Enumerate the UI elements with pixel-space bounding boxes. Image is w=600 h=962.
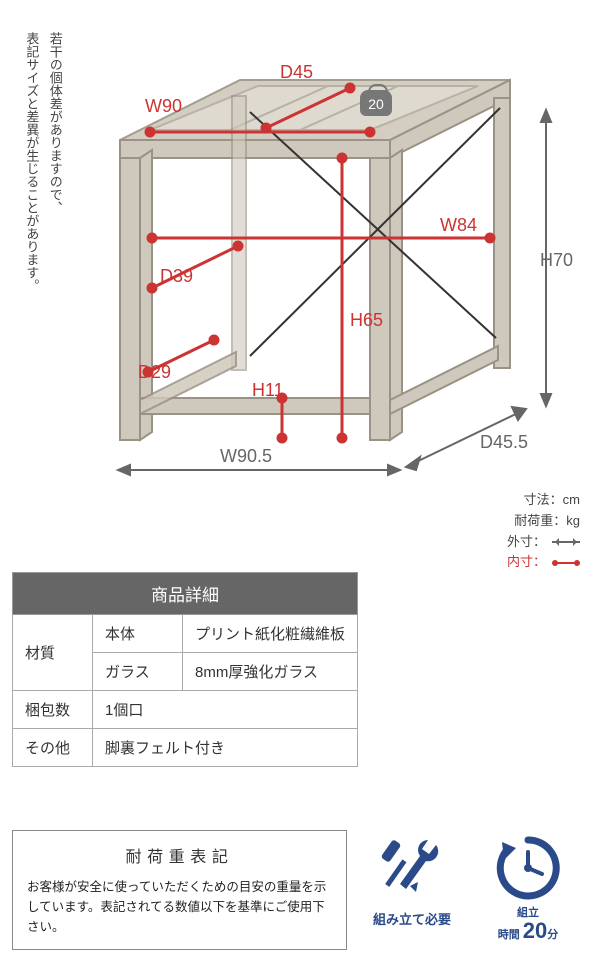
- assembly-time: 組立時間 20分: [474, 832, 582, 943]
- assembly-time-label: 組立時間 20分: [474, 907, 582, 943]
- load-spec-text: お客様が安全に使っていただくための目安の重量を示しています。表記されてる数値以下…: [27, 877, 332, 937]
- legend-outer-label: 外寸：: [507, 532, 546, 553]
- dim-d39: D39: [160, 266, 193, 287]
- dim-d45: D45: [280, 62, 313, 83]
- dim-d29: D29: [138, 362, 171, 383]
- detail-header: 商品詳細: [13, 573, 358, 615]
- body-value: プリント紙化粧繊維板: [183, 615, 358, 653]
- product-detail-table: 商品詳細 材質 本体 プリント紙化粧繊維板 ガラス 8mm厚強化ガラス 梱包数 …: [12, 572, 358, 767]
- pack-value: 1個口: [93, 691, 358, 729]
- load-spec-box: 耐荷重表記 お客様が安全に使っていただくための目安の重量を示しています。表記され…: [12, 830, 347, 950]
- legend-inner-label: 内寸：: [507, 552, 546, 573]
- dim-w90: W90: [145, 96, 182, 117]
- other-label: その他: [13, 729, 93, 767]
- load-weight-badge: 20: [360, 90, 392, 116]
- inner-arrow-icon: [552, 559, 580, 567]
- assembly-required-label: 組み立て必要: [358, 909, 466, 928]
- glass-sub-label: ガラス: [93, 653, 183, 691]
- dim-h65: H65: [350, 310, 383, 331]
- dim-w905: W90.5: [220, 446, 272, 467]
- pack-label: 梱包数: [13, 691, 93, 729]
- wrench-screwdriver-icon: [372, 832, 452, 902]
- clock-icon: [488, 832, 568, 902]
- assembly-required: 組み立て必要: [358, 832, 466, 943]
- load-spec-title: 耐荷重表記: [27, 843, 332, 867]
- dimension-legend: 寸法：cm 耐荷重：kg 外寸： 内寸：: [507, 490, 580, 573]
- dim-d455: D45.5: [480, 432, 528, 453]
- material-label: 材質: [13, 615, 93, 691]
- dim-w84: W84: [440, 215, 477, 236]
- dim-h11: H11: [252, 380, 284, 401]
- dim-h70: H70: [540, 250, 573, 271]
- outer-arrow-icon: [552, 538, 580, 546]
- glass-value: 8mm厚強化ガラス: [183, 653, 358, 691]
- legend-unit: 寸法：cm: [524, 490, 580, 511]
- body-sub-label: 本体: [93, 615, 183, 653]
- assembly-info: 組み立て必要 組立時間 20分: [358, 832, 582, 943]
- legend-load: 耐荷重：kg: [514, 511, 580, 532]
- other-value: 脚裏フェルト付き: [93, 729, 358, 767]
- dimension-diagram: W90 D45 W84 D39 D29 H11 H65 H70 W90.5 D4…: [0, 0, 600, 540]
